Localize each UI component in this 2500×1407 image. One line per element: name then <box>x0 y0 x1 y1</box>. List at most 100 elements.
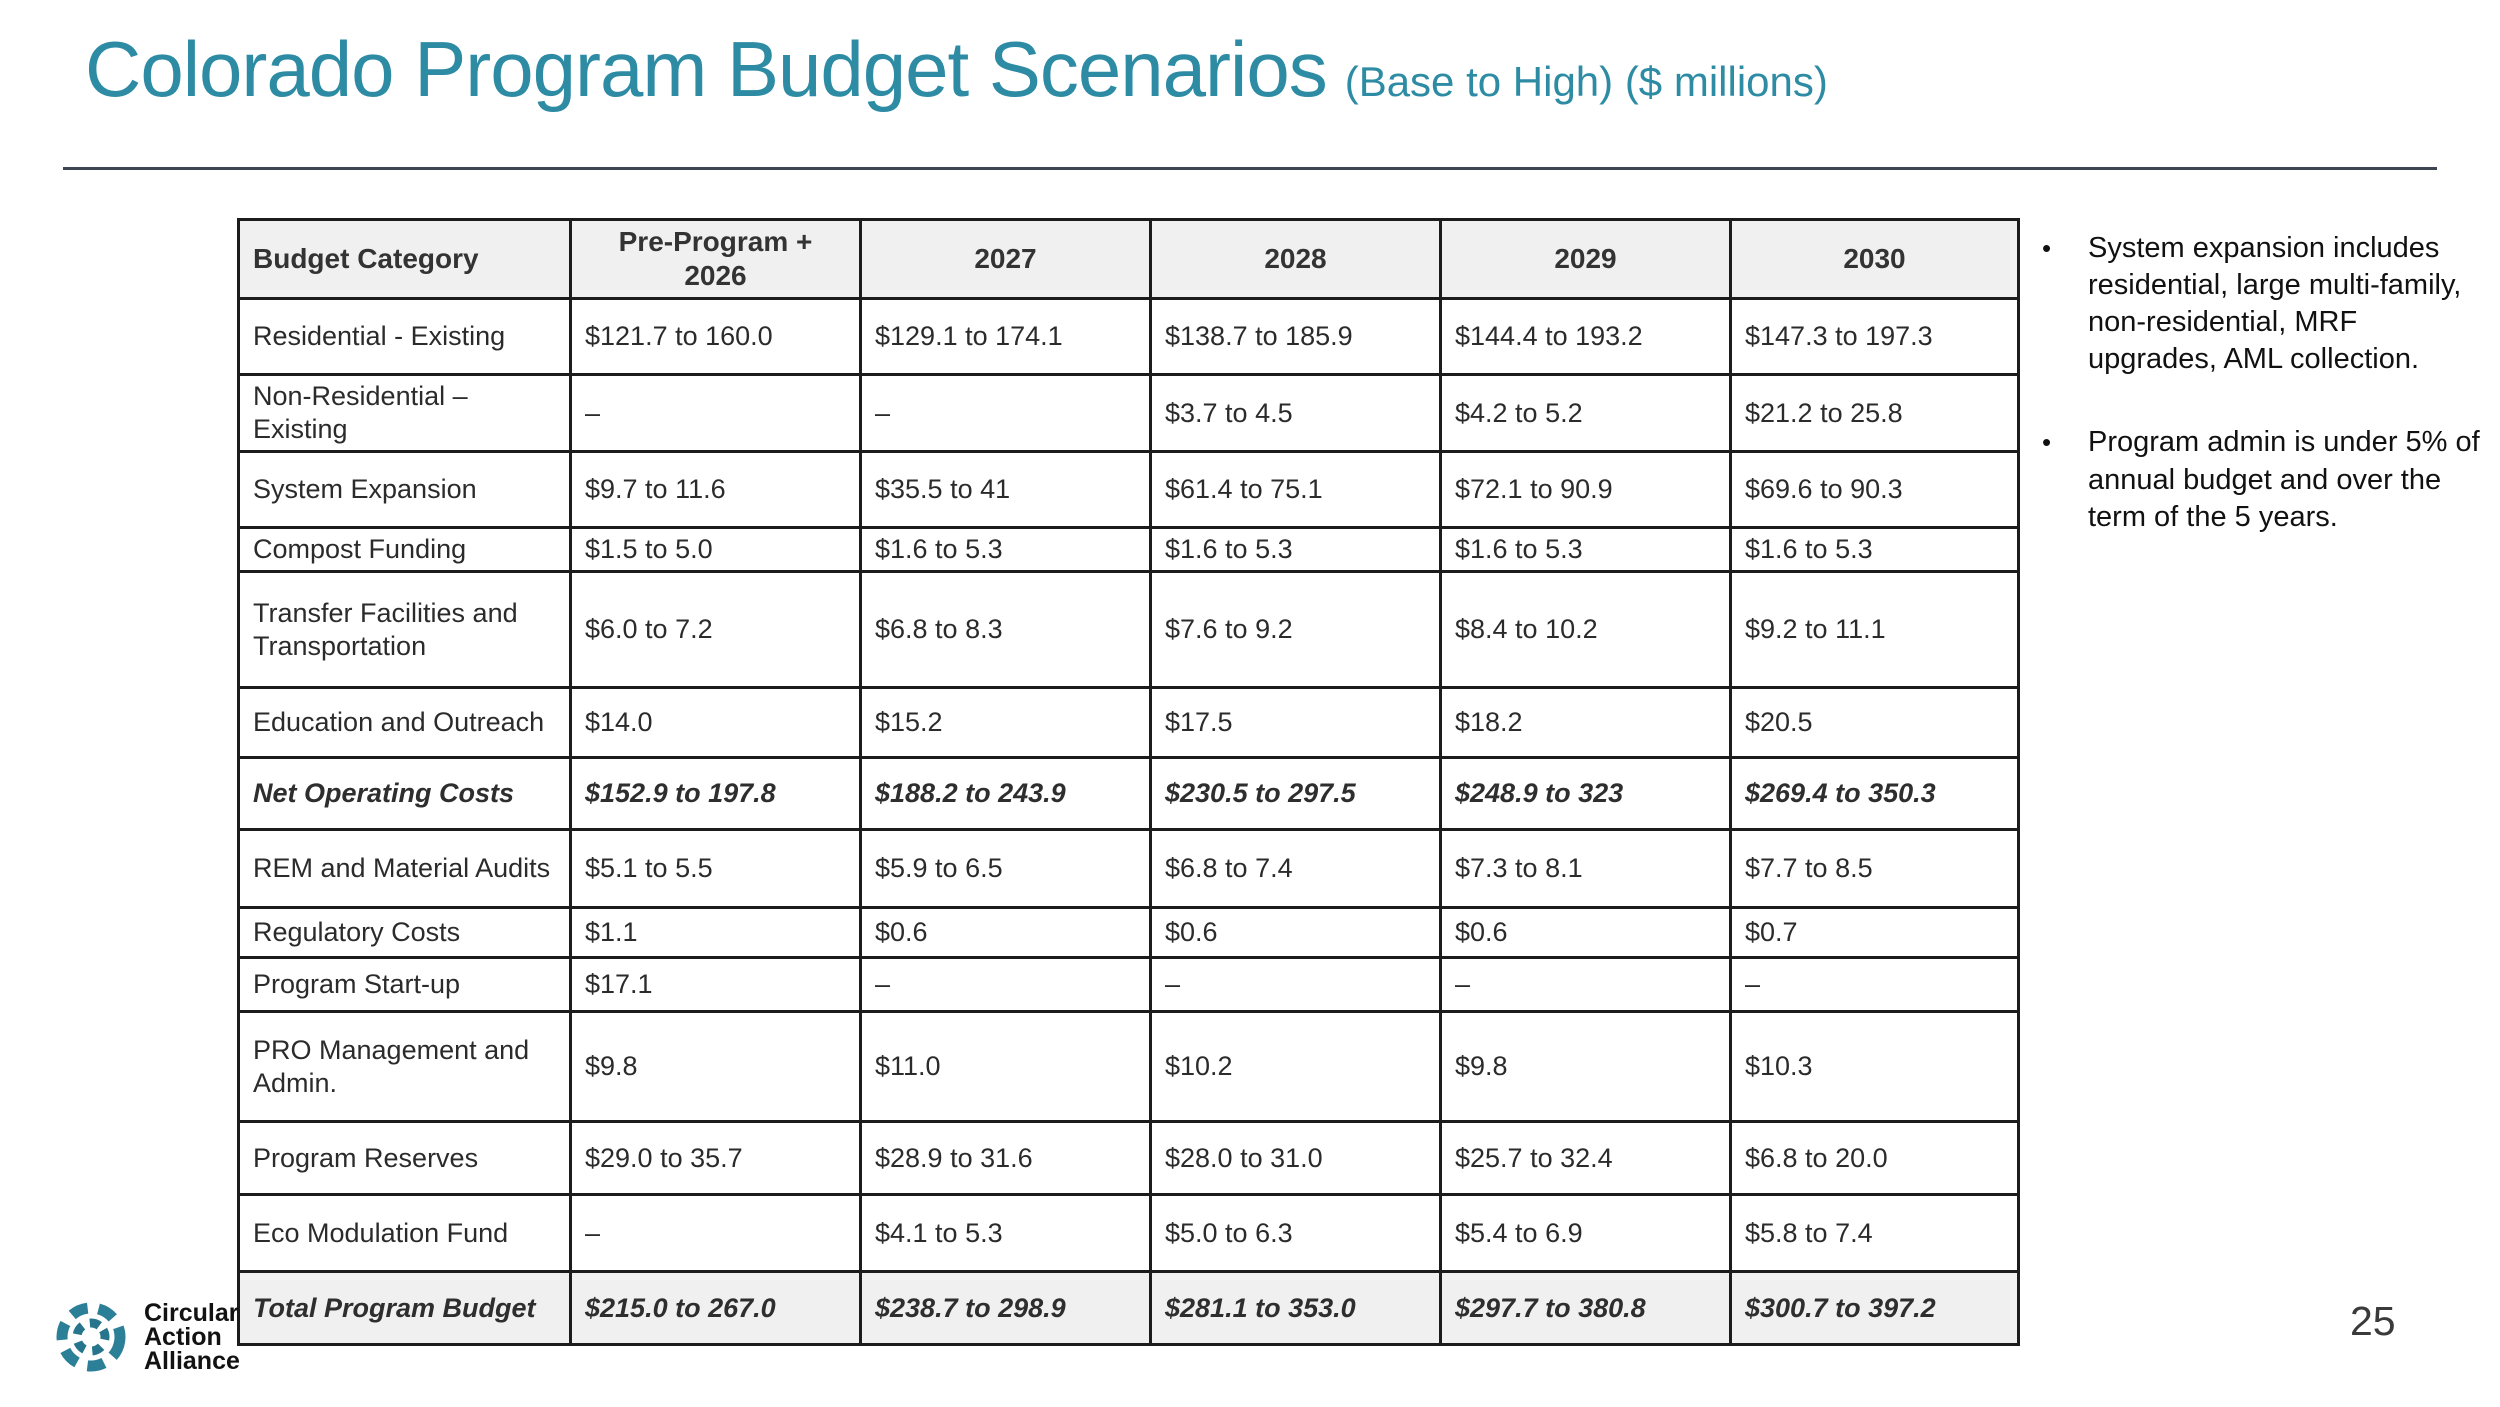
logo: Circular Action Alliance <box>50 1296 240 1378</box>
cell-value: $1.6 to 5.3 <box>1729 526 2020 574</box>
cell-value: $230.5 to 297.5 <box>1149 756 1442 832</box>
cell-value: – <box>1729 956 2020 1014</box>
page-title: Colorado Program Budget Scenarios <box>85 25 1328 113</box>
budget-table-body: Residential - Existing $121.7 to 160.0 $12… <box>237 297 2020 1347</box>
row-category: Education and Outreach <box>237 686 572 760</box>
row-category: Program Reserves <box>237 1120 572 1197</box>
table-row: Program Start-up $17.1– – – – <box>237 956 2020 1014</box>
row-category: Total Program Budget <box>237 1270 572 1347</box>
cell-value: $29.0 to 35.7 <box>569 1120 862 1197</box>
cell-value: $1.6 to 5.3 <box>859 526 1152 574</box>
cell-value: $11.0 <box>859 1010 1152 1124</box>
note-bullet: • System expansion includes residential, … <box>2042 230 2492 378</box>
table-row: Non-Residential – Existing – – $3.7 to 4.5 $… <box>237 373 2020 454</box>
cell-value: – <box>859 373 1152 454</box>
table-row: Eco Modulation Fund – $4.1 to 5.3 $5.0 to 6… <box>237 1193 2020 1274</box>
cell-value: $14.0 <box>569 686 862 760</box>
cell-value: $188.2 to 243.9 <box>859 756 1152 832</box>
cell-value: $4.2 to 5.2 <box>1439 373 1732 454</box>
table-row: Compost Funding $1.5 to 5.0 $1.6 to 5.3 $1.… <box>237 526 2020 574</box>
note-text: System expansion includes residential, l… <box>2088 232 2462 376</box>
cell-value: $6.8 to 7.4 <box>1149 828 1442 910</box>
column-header: 2027 <box>859 217 1152 301</box>
cell-value: $9.8 <box>569 1010 862 1124</box>
cell-value: $7.6 to 9.2 <box>1149 570 1442 690</box>
row-category: Net Operating Costs <box>237 756 572 832</box>
cell-value: $7.3 to 8.1 <box>1439 828 1732 910</box>
cell-value: $1.5 to 5.0 <box>569 526 862 574</box>
page-subtitle: (Base to High) ($ millions) <box>1344 58 1828 105</box>
cell-value: $20.5 <box>1729 686 2020 760</box>
table-row: Transfer Facilities and Transportation $6… <box>237 570 2020 690</box>
table-row: Residential - Existing $121.7 to 160.0 $12… <box>237 297 2020 377</box>
row-category: Compost Funding <box>237 526 572 574</box>
table-row: PRO Management and Admin. $9.8 $11.0 $10.2 $… <box>237 1010 2020 1124</box>
cell-value: $5.8 to 7.4 <box>1729 1193 2020 1274</box>
cell-value: – <box>859 956 1152 1014</box>
cell-value: $8.4 to 10.2 <box>1439 570 1732 690</box>
cell-value: $0.6 <box>859 906 1152 960</box>
cell-value: $69.6 to 90.3 <box>1729 450 2020 530</box>
cell-value: $6.8 to 8.3 <box>859 570 1152 690</box>
logo-wordmark: Circular Action Alliance <box>144 1301 240 1374</box>
page-number: 25 <box>2350 1298 2396 1344</box>
cell-value: $0.7 <box>1729 906 2020 960</box>
bullet-icon: • <box>2042 427 2052 458</box>
cell-value: – <box>1439 956 1732 1014</box>
cell-value: $297.7 to 380.8 <box>1439 1270 1732 1347</box>
row-category: Eco Modulation Fund <box>237 1193 572 1274</box>
row-category: PRO Management and Admin. <box>237 1010 572 1124</box>
cell-value: $147.3 to 197.3 <box>1729 297 2020 377</box>
budget-table: Budget Category Pre-Program + 2026 2027 202… <box>237 217 2020 1347</box>
circular-action-alliance-logo-icon <box>56 1302 126 1372</box>
column-header: 2029 <box>1439 217 1732 301</box>
cell-value: $1.6 to 5.3 <box>1439 526 1732 574</box>
cell-value: – <box>569 373 862 454</box>
cell-value: $6.0 to 7.2 <box>569 570 862 690</box>
cell-value: $5.4 to 6.9 <box>1439 1193 1732 1274</box>
cell-value: $72.1 to 90.9 <box>1439 450 1732 530</box>
row-category: Regulatory Costs <box>237 906 572 960</box>
budget-table-header: Budget Category Pre-Program + 2026 2027 202… <box>237 217 2020 301</box>
cell-value: $21.2 to 25.8 <box>1729 373 2020 454</box>
cell-value: $5.0 to 6.3 <box>1149 1193 1442 1274</box>
cell-value: $4.1 to 5.3 <box>859 1193 1152 1274</box>
cell-value: $129.1 to 174.1 <box>859 297 1152 377</box>
cell-value: $152.9 to 197.8 <box>569 756 862 832</box>
row-category: REM and Material Audits <box>237 828 572 910</box>
cell-value: $138.7 to 185.9 <box>1149 297 1442 377</box>
notes-panel: • System expansion includes residential, … <box>2042 230 2492 582</box>
cell-value: $0.6 <box>1439 906 1732 960</box>
column-header: 2030 <box>1729 217 2020 301</box>
cell-value: $10.2 <box>1149 1010 1442 1124</box>
row-category: System Expansion <box>237 450 572 530</box>
cell-value: $1.1 <box>569 906 862 960</box>
row-category: Non-Residential – Existing <box>237 373 572 454</box>
cell-value: $300.7 to 397.2 <box>1729 1270 2020 1347</box>
cell-value: $121.7 to 160.0 <box>569 297 862 377</box>
row-category: Residential - Existing <box>237 297 572 377</box>
column-header: Pre-Program + 2026 <box>569 217 862 301</box>
row-category: Transfer Facilities and Transportation <box>237 570 572 690</box>
table-row: REM and Material Audits $5.1 to 5.5 $5.9 t… <box>237 828 2020 910</box>
cell-value: $9.7 to 11.6 <box>569 450 862 530</box>
cell-value: $25.7 to 32.4 <box>1439 1120 1732 1197</box>
cell-value: $1.6 to 5.3 <box>1149 526 1442 574</box>
table-row: Net Operating Costs $152.9 to 197.8 $188.2… <box>237 756 2020 832</box>
cell-value: $248.9 to 323 <box>1439 756 1732 832</box>
cell-value: – <box>1149 956 1442 1014</box>
cell-value: $144.4 to 193.2 <box>1439 297 1732 377</box>
note-text: Program admin is under 5% of annual budg… <box>2088 426 2480 533</box>
slide-title: Colorado Program Budget Scenarios (Base … <box>85 24 1828 115</box>
cell-value: $35.5 to 41 <box>859 450 1152 530</box>
cell-value: $5.9 to 6.5 <box>859 828 1152 910</box>
header-row: Budget Category Pre-Program + 2026 2027 202… <box>237 217 2020 301</box>
cell-value: $238.7 to 298.9 <box>859 1270 1152 1347</box>
cell-value: $28.0 to 31.0 <box>1149 1120 1442 1197</box>
cell-value: $15.2 <box>859 686 1152 760</box>
note-bullet: • Program admin is under 5% of annual bud… <box>2042 424 2492 535</box>
table-row: Regulatory Costs $1.1 $0.6 $0.6 $0.6 $0.7 <box>237 906 2020 960</box>
cell-value: $0.6 <box>1149 906 1442 960</box>
cell-value: – <box>569 1193 862 1274</box>
